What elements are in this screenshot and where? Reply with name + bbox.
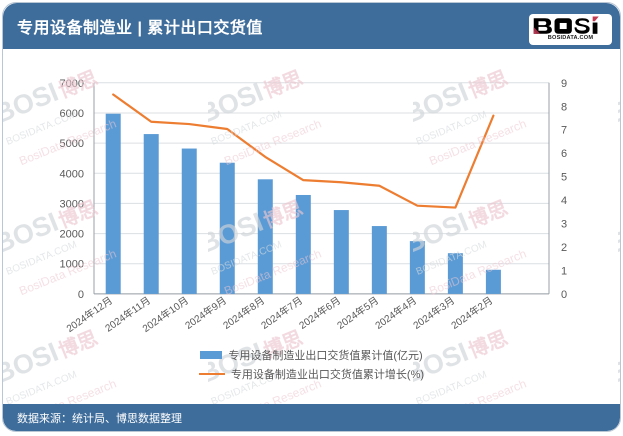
svg-text:4: 4	[561, 195, 567, 207]
svg-text:4000: 4000	[60, 168, 84, 180]
svg-text:9: 9	[561, 78, 567, 90]
svg-text:2024年6月: 2024年6月	[296, 294, 343, 332]
svg-text:0: 0	[561, 289, 567, 301]
svg-text:2024年9月: 2024年9月	[182, 294, 229, 332]
svg-text:5000: 5000	[60, 138, 84, 150]
svg-text:2024年3月: 2024年3月	[410, 294, 457, 332]
svg-text:2: 2	[561, 242, 567, 254]
svg-text:2024年8月: 2024年8月	[220, 294, 267, 332]
svg-text:2000: 2000	[60, 229, 84, 241]
svg-text:7: 7	[561, 125, 567, 137]
svg-text:1000: 1000	[60, 259, 84, 271]
svg-text:2024年7月: 2024年7月	[258, 294, 305, 332]
svg-text:2024年2月: 2024年2月	[448, 294, 495, 332]
svg-text:3000: 3000	[60, 198, 84, 210]
svg-text:5: 5	[561, 172, 567, 184]
svg-text:1: 1	[561, 265, 567, 277]
svg-text:7000: 7000	[60, 78, 84, 90]
svg-text:6000: 6000	[60, 108, 84, 120]
svg-text:0: 0	[78, 289, 84, 301]
svg-text:3: 3	[561, 219, 567, 231]
svg-text:2024年4月: 2024年4月	[372, 294, 419, 332]
svg-text:8: 8	[561, 101, 567, 113]
svg-text:6: 6	[561, 148, 567, 160]
svg-text:2024年5月: 2024年5月	[334, 294, 381, 332]
